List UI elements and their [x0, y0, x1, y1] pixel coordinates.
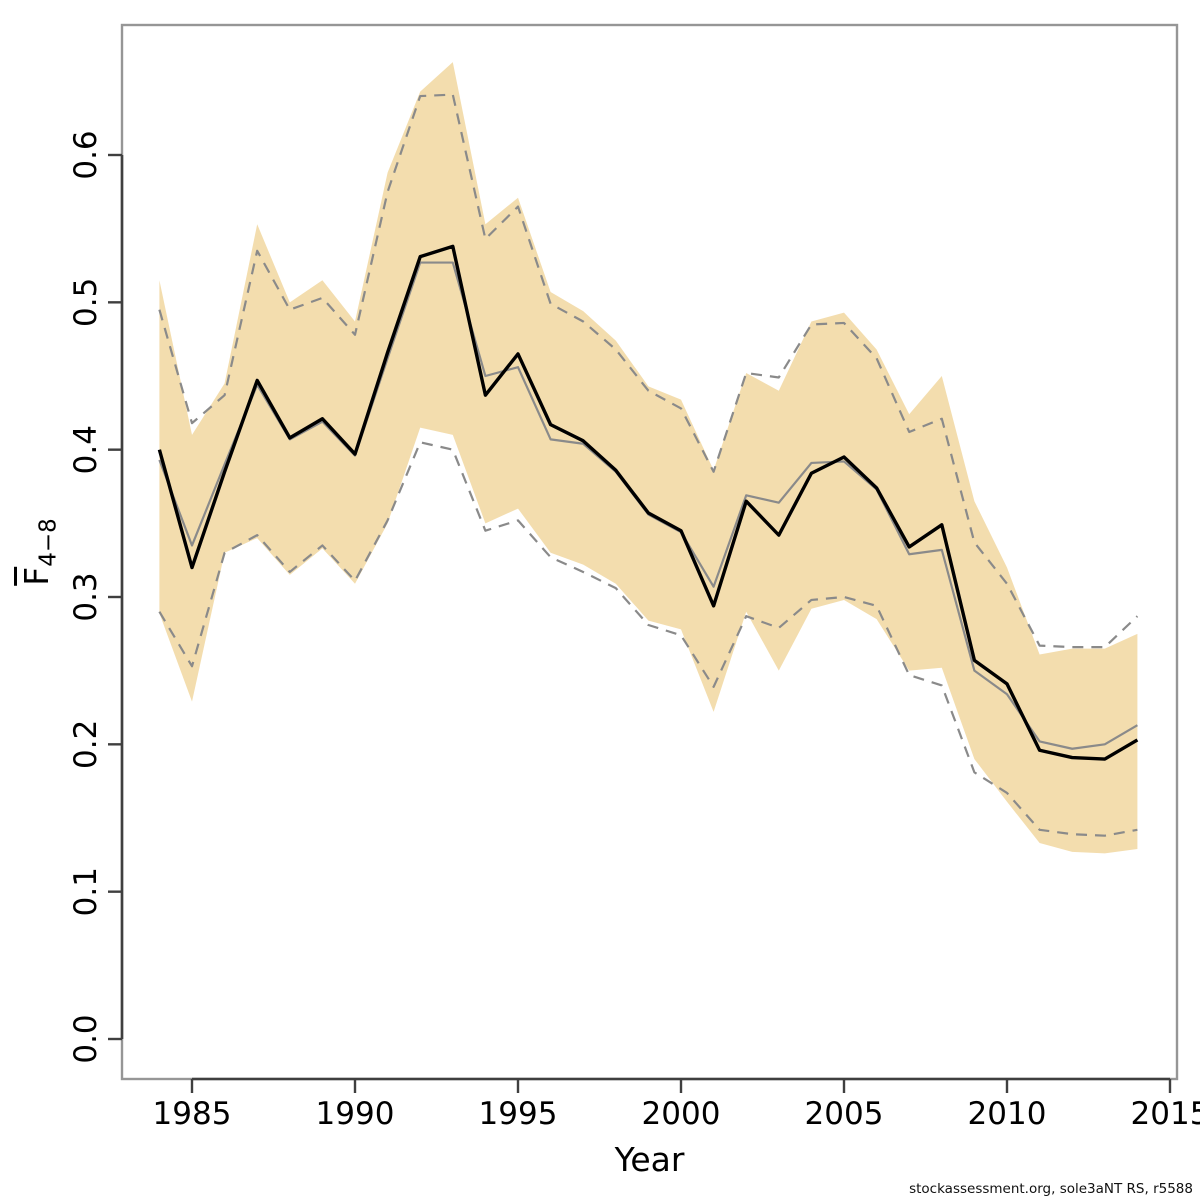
x-tick-label: 1985	[153, 1096, 232, 1132]
x-tick-label: 1990	[316, 1096, 395, 1132]
current-ci-band	[159, 62, 1138, 854]
y-tick-label: 0.0	[68, 1014, 104, 1063]
x-tick-label: 2015	[1131, 1096, 1200, 1132]
x-tick-label: 2000	[642, 1096, 721, 1132]
y-axis-title-base: F	[17, 566, 56, 586]
y-tick-label: 0.2	[68, 720, 104, 769]
x-tick-label: 1995	[479, 1096, 558, 1132]
previous-ci-upper	[158, 93, 1139, 649]
y-axis-title: F4−8	[17, 482, 62, 622]
current-estimate	[157, 244, 1139, 761]
y-tick-label: 0.6	[68, 130, 104, 179]
previous-ci-lower	[158, 441, 1138, 837]
y-axis-title-subscript: 4−8	[35, 518, 62, 567]
y-tick-label: 0.1	[68, 867, 104, 916]
x-tick-label: 2005	[805, 1096, 884, 1132]
y-tick-label: 0.4	[68, 425, 104, 474]
y-tick-label: 0.5	[68, 278, 104, 327]
x-tick-label: 2010	[968, 1096, 1047, 1132]
x-axis-title: Year	[614, 1140, 685, 1179]
y-tick-label: 0.3	[68, 572, 104, 621]
watermark-text: stockassessment.org, sole3aNT RS, r5588	[909, 1181, 1193, 1197]
